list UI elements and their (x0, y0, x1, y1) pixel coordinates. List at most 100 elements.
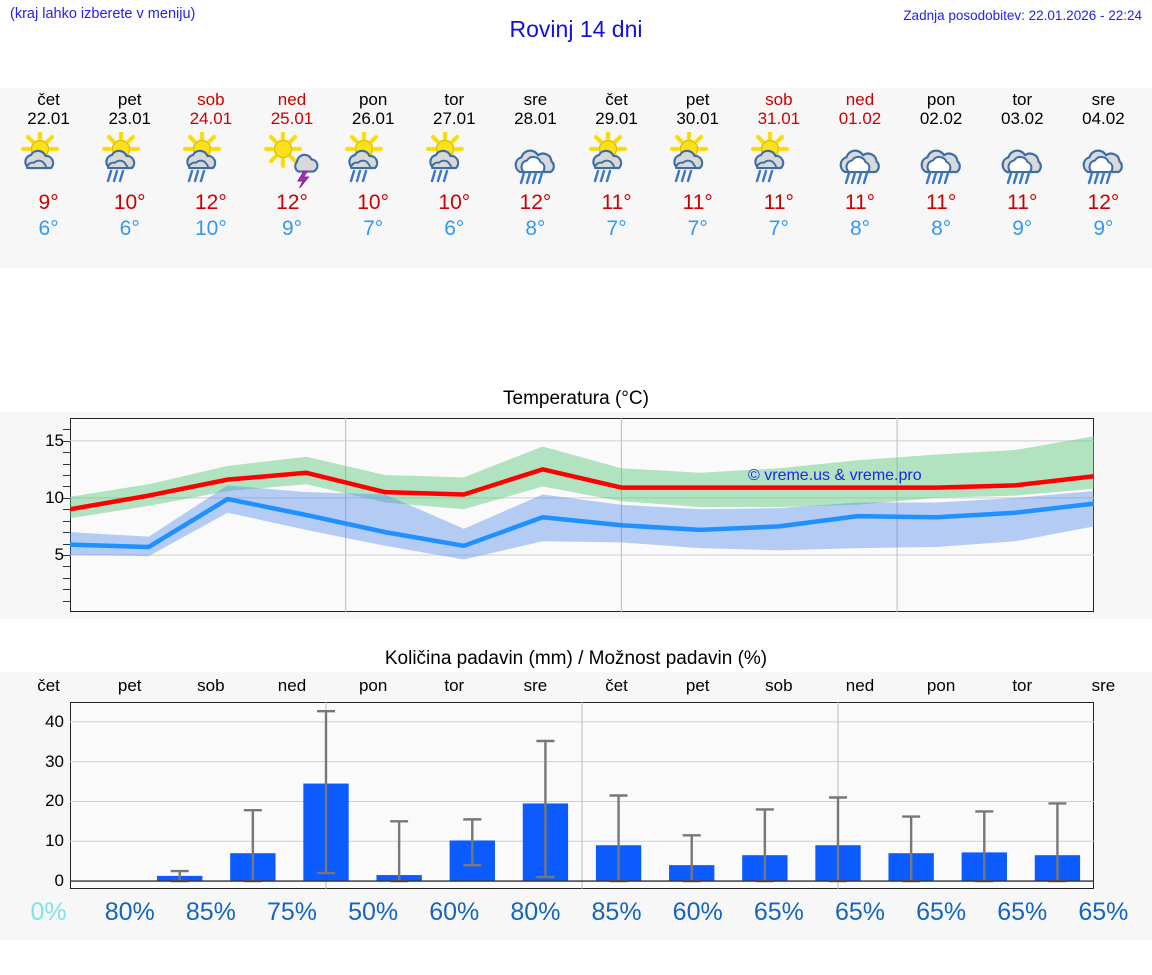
precipitation-probability-labels: 0% 80% 85% 75% 50% 60% 80% 85% 60% 65% 65% 65% 65% 65… (8, 898, 1144, 932)
temperature-axis-tickmark (63, 589, 70, 591)
forecast-day-9[interactable]: sob 31.01 11° 7° (738, 88, 819, 268)
day-date: 31.01 (757, 109, 801, 128)
day-date: 27.01 (433, 109, 476, 128)
page-header: (kraj lahko izberete v meniju) Rovinj 14… (0, 0, 1152, 60)
precipitation-probability: 60% (429, 898, 480, 926)
temperature-axis-tickmark (63, 452, 70, 454)
precipitation-probability: 80% (510, 898, 561, 926)
day-name: pon (926, 90, 956, 109)
temperature-axis-tickmark (63, 429, 70, 431)
temperature-y-tick: 5 (54, 544, 64, 564)
precipitation-day-label: sob (197, 676, 225, 695)
precipitation-day-label: ned (277, 676, 307, 695)
sun-cloud-rain-icon (585, 131, 649, 189)
min-temperature: 7° (687, 217, 708, 240)
day-date: 29.01 (595, 109, 638, 128)
min-temperature: 7° (606, 217, 627, 240)
max-temperature: 12° (194, 191, 227, 214)
precipitation-day-label: sre (1091, 676, 1116, 695)
temperature-axis-tickmark (63, 463, 70, 465)
day-date: 30.01 (676, 109, 719, 128)
precipitation-probability: 65% (916, 898, 967, 926)
forecast-day-4[interactable]: pon 26.01 10° 7° (333, 88, 414, 268)
day-date: 01.02 (838, 109, 882, 128)
day-name: ned (277, 90, 307, 109)
day-name: ned (845, 90, 875, 109)
temperature-axis-tickmark (63, 532, 70, 534)
temperature-axis-tickmark (63, 440, 70, 442)
day-date: 04.02 (1082, 109, 1125, 128)
temperature-axis-tickmark (63, 577, 70, 579)
max-temperature: 10° (357, 191, 390, 214)
precipitation-probability: 75% (266, 898, 318, 926)
page-title: Rovinj 14 dni (509, 16, 643, 42)
precipitation-probability: 65% (834, 898, 885, 926)
forecast-day-1[interactable]: pet 23.01 10° 6° (89, 88, 170, 268)
max-temperature: 11° (682, 191, 713, 214)
precipitation-day-label: čet (37, 676, 60, 695)
precipitation-day-label: tor (1012, 676, 1033, 695)
precipitation-day-label: sob (765, 676, 793, 695)
day-name: pet (685, 90, 710, 109)
temperature-axis-tickmark (63, 486, 70, 488)
forecast-day-7[interactable]: čet 29.01 11° 7° (576, 88, 657, 268)
day-name: tor (444, 90, 465, 109)
day-name: tor (1012, 90, 1033, 109)
max-temperature: 10° (113, 191, 146, 214)
precipitation-day-label: pet (685, 676, 710, 695)
precipitation-day-label: pet (117, 676, 142, 695)
precipitation-chart-svg (70, 702, 1094, 889)
sun-cloud-rain-icon (666, 131, 730, 189)
min-temperature: 8° (849, 217, 871, 240)
max-temperature: 11° (844, 191, 876, 214)
day-date: 28.01 (514, 109, 557, 128)
forecast-day-8[interactable]: pet 30.01 11° 7° (657, 88, 738, 268)
precipitation-probability: 60% (672, 898, 723, 926)
min-temperature: 8° (931, 217, 952, 240)
cloud-rain-icon (990, 131, 1054, 189)
sun-cloud-icon (17, 131, 81, 189)
sun-cloud-rain-icon (98, 131, 162, 189)
temperature-axis-tickmark (63, 543, 70, 545)
temperature-chart-svg (70, 418, 1094, 612)
precipitation-probability: 85% (591, 898, 642, 926)
min-temperature: 7° (768, 217, 789, 240)
forecast-day-2[interactable]: sob 24.01 12° 10° (170, 88, 251, 268)
cloud-rain-icon (503, 131, 567, 189)
forecast-day-6[interactable]: sre 28.01 12° 8° (495, 88, 576, 268)
forecast-day-3[interactable]: ned 25.01 12° 9° (251, 88, 332, 268)
forecast-day-10[interactable]: ned 01.02 11° 8° (819, 88, 900, 268)
precipitation-y-tick: 40 (45, 711, 64, 731)
forecast-day-0[interactable]: čet 22.01 9° 6° (8, 88, 89, 268)
forecast-day-5[interactable]: tor 27.01 10° 6° (414, 88, 495, 268)
precipitation-probability: 65% (753, 898, 804, 926)
max-temperature: 12° (519, 191, 552, 214)
min-temperature: 6° (444, 217, 465, 240)
precipitation-probability: 50% (348, 898, 399, 926)
sun-cloud-thunder-icon (260, 131, 324, 189)
max-temperature: 11° (926, 191, 957, 214)
min-temperature: 9° (1093, 217, 1114, 240)
day-date: 22.01 (27, 109, 70, 128)
precipitation-probability: 65% (1078, 898, 1129, 926)
day-name: sob (197, 90, 225, 109)
precipitation-y-tick: 0 (54, 871, 64, 891)
day-name: sre (523, 90, 548, 109)
min-temperature: 6° (119, 217, 140, 240)
min-temperature: 6° (38, 217, 59, 240)
day-date: 25.01 (270, 109, 314, 128)
day-name: čet (605, 90, 628, 109)
day-name: pon (358, 90, 388, 109)
forecast-day-11[interactable]: pon 02.02 11° 8° (901, 88, 982, 268)
forecast-day-13[interactable]: sre 04.02 12° 9° (1063, 88, 1144, 268)
min-temperature: 9° (1012, 217, 1033, 240)
cloud-rain-icon (828, 131, 892, 189)
temperature-axis-tickmark (63, 600, 70, 602)
temperature-y-tick: 10 (45, 487, 64, 507)
temperature-axis-tickmark (63, 475, 70, 477)
precipitation-chart-title: Količina padavin (mm) / Možnost padavin … (384, 648, 768, 669)
min-temperature: 9° (281, 217, 303, 240)
precipitation-day-label: pon (358, 676, 388, 695)
temperature-axis-tickmark (63, 509, 70, 511)
forecast-day-12[interactable]: tor 03.02 11° 9° (982, 88, 1063, 268)
